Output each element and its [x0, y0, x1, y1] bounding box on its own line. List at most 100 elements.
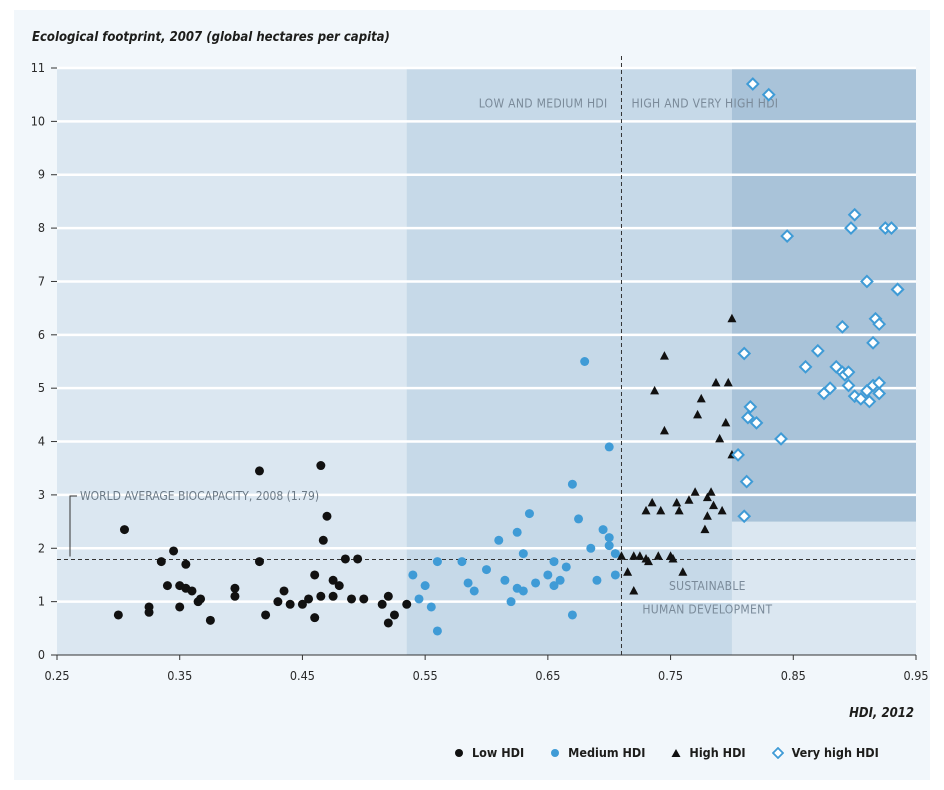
point-low-hdi	[297, 599, 307, 609]
point-low-hdi	[156, 557, 166, 567]
point-low-hdi	[316, 591, 326, 601]
point-medium-hdi	[586, 543, 596, 553]
point-low-hdi	[334, 581, 344, 591]
y-tick-label: 6	[38, 327, 45, 342]
y-tick-label: 0	[38, 647, 45, 662]
x-tick-label: 0.45	[290, 668, 315, 683]
point-low-hdi	[273, 597, 283, 607]
y-tick-label: 2	[38, 540, 45, 555]
data-points	[113, 77, 905, 636]
point-low-hdi	[402, 599, 412, 609]
point-very-high-hdi	[743, 399, 758, 414]
point-medium-hdi	[555, 575, 565, 585]
point-very-high-hdi	[740, 410, 755, 425]
point-medium-hdi	[494, 535, 504, 545]
point-very-high-hdi	[737, 346, 752, 361]
point-very-high-hdi	[862, 394, 877, 409]
point-medium-hdi	[408, 570, 418, 580]
point-medium-hdi	[567, 479, 577, 489]
point-low-hdi	[230, 591, 240, 601]
point-high-hdi	[641, 505, 651, 515]
legend: Low HDI Medium HDI High HDI Very high HD…	[454, 745, 879, 760]
point-medium-hdi	[414, 594, 424, 604]
point-very-high-hdi	[872, 386, 887, 401]
chart-frame: Ecological footprint, 2007 (global hecta…	[14, 10, 930, 780]
point-high-hdi	[709, 500, 719, 510]
point-medium-hdi	[482, 565, 491, 575]
legend-circle-black-icon	[455, 748, 463, 757]
legend-item-medium: Medium HDI	[550, 745, 645, 760]
point-high-hdi	[715, 433, 725, 443]
point-low-hdi	[383, 591, 393, 601]
point-very-high-hdi	[731, 447, 745, 462]
point-high-hdi	[706, 487, 716, 496]
point-medium-hdi	[549, 557, 559, 567]
y-tick-label: 11	[31, 60, 45, 75]
point-medium-hdi	[567, 610, 577, 620]
point-very-high-hdi	[780, 229, 795, 244]
point-high-hdi	[656, 505, 666, 515]
point-low-hdi	[181, 559, 191, 569]
point-very-high-hdi	[841, 378, 856, 393]
point-very-high-hdi	[844, 221, 858, 236]
point-low-hdi	[144, 602, 154, 612]
point-low-hdi	[318, 535, 328, 545]
point-very-high-hdi	[872, 375, 887, 390]
point-low-hdi	[230, 583, 240, 593]
point-low-hdi	[175, 602, 185, 612]
point-very-high-hdi	[872, 317, 887, 332]
point-low-hdi	[328, 591, 338, 601]
point-low-hdi	[328, 575, 338, 585]
point-high-hdi	[696, 393, 706, 403]
point-low-hdi	[187, 586, 197, 596]
point-high-hdi	[727, 313, 737, 323]
point-high-hdi	[629, 585, 639, 595]
point-high-hdi	[684, 495, 694, 504]
point-medium-hdi	[574, 514, 584, 524]
point-low-hdi	[353, 554, 363, 564]
point-medium-hdi	[561, 562, 571, 572]
point-medium-hdi	[598, 525, 608, 535]
point-medium-hdi	[518, 549, 528, 559]
point-high-hdi	[723, 377, 733, 387]
y-tick-label: 8	[38, 220, 45, 235]
region-labels: LOW AND MEDIUM HDI HIGH AND VERY HIGH HD…	[80, 96, 778, 616]
x-tick-label: 0.75	[658, 668, 683, 683]
y-tick-label: 7	[38, 273, 45, 288]
point-very-high-hdi	[739, 474, 754, 489]
x-tick-label: 0.65	[535, 668, 560, 683]
point-high-hdi	[711, 377, 721, 387]
point-high-hdi	[717, 505, 727, 515]
point-very-high-hdi	[847, 207, 862, 222]
legend-item-low: Low HDI	[454, 745, 524, 760]
legend-label-high: High HDI	[689, 745, 746, 760]
point-high-hdi	[674, 505, 684, 515]
point-very-high-hdi	[823, 381, 838, 396]
point-low-hdi	[279, 586, 289, 596]
x-tick-label: 0.55	[413, 668, 438, 683]
point-high-hdi	[678, 567, 688, 576]
point-high-hdi	[672, 497, 682, 507]
y-tick-label: 4	[38, 434, 45, 449]
chart-svg: 0.25 0.35 0.45 0.55 0.65 0.75 0.85 0.95 0 1 2 3 4 5 6 7…	[31, 56, 929, 683]
point-low-hdi	[285, 599, 295, 609]
point-low-hdi	[389, 610, 399, 620]
x-tick-label: 0.35	[167, 668, 192, 683]
legend-circle-blue-icon	[551, 748, 560, 757]
band-low-medium	[406, 68, 622, 655]
point-low-hdi	[169, 546, 179, 556]
point-low-hdi	[383, 618, 393, 628]
point-medium-hdi	[592, 575, 602, 585]
band-very-high	[731, 68, 916, 522]
point-high-hdi	[702, 492, 712, 502]
x-tick-label: 0.95	[903, 668, 928, 683]
point-high-hdi	[650, 385, 660, 395]
point-low-hdi	[340, 554, 350, 564]
point-medium-hdi	[426, 602, 436, 612]
point-medium-hdi	[500, 575, 510, 585]
background-bands	[57, 68, 916, 655]
legend-item-very-high: Very high HDI	[771, 745, 879, 760]
point-medium-hdi	[457, 557, 467, 567]
point-low-hdi	[359, 594, 369, 604]
legend-diamond-icon	[771, 746, 784, 759]
